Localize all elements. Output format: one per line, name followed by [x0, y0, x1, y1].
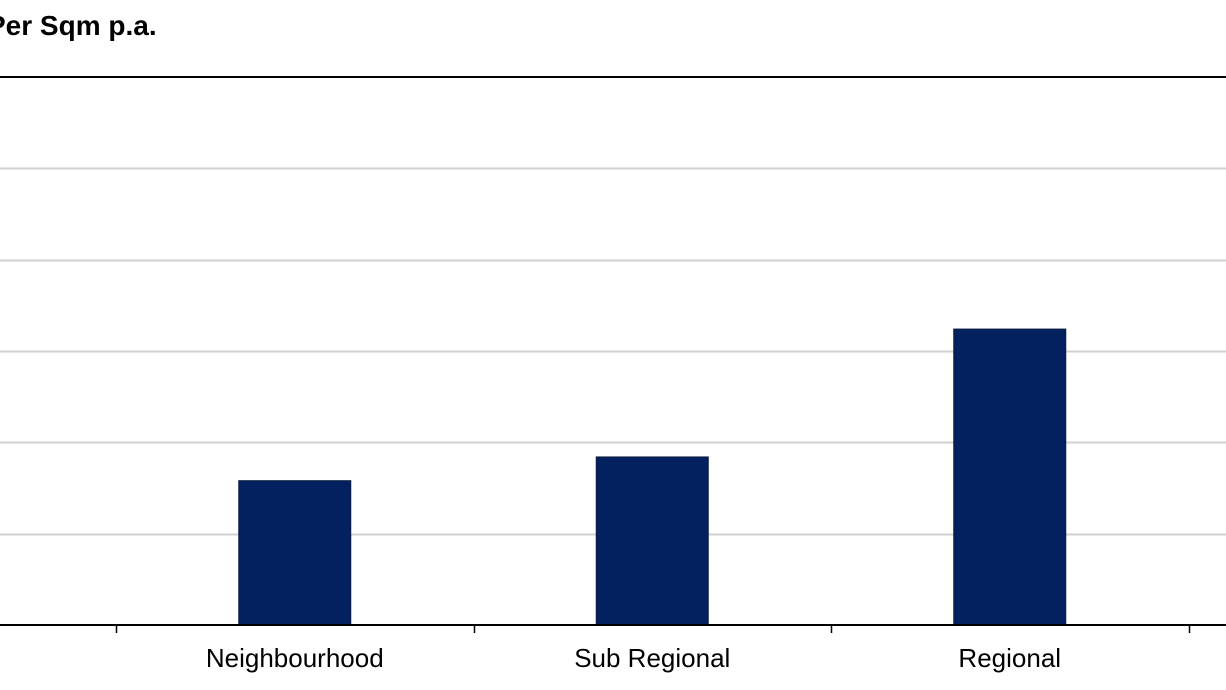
x-tick-label: Regional	[958, 643, 1061, 673]
x-tick-label: Neighbourhood	[206, 643, 384, 673]
bar-regional	[953, 328, 1067, 626]
bars	[238, 328, 1067, 626]
bar-sub-regional	[595, 456, 709, 626]
x-tick-labels: Neighbourhood Sub Regional Regional	[206, 643, 1061, 673]
chart-title: Per Sqm p.a.	[0, 10, 157, 41]
axes	[0, 76, 1226, 633]
x-tick-label: Sub Regional	[574, 643, 730, 673]
bar-neighbourhood	[238, 480, 352, 626]
